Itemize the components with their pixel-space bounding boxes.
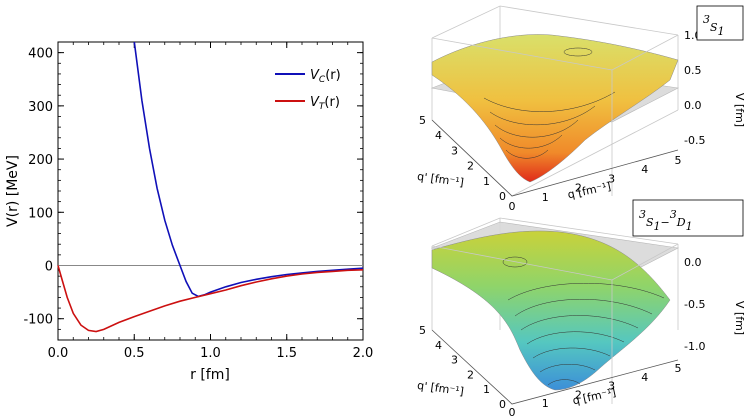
title-box	[632, 199, 744, 237]
tick-label: 0	[499, 190, 506, 203]
tick-label: 0	[509, 200, 516, 213]
tick-label: 3	[451, 354, 458, 367]
series-line-vt	[57, 265, 364, 333]
x-tick-label: 1.0	[200, 346, 221, 361]
x-tick-labels: 0.0 0.5 1.0 1.5 2.0	[48, 346, 374, 361]
tick-label: 1	[542, 191, 549, 204]
y-tick-label: 0	[45, 260, 53, 275]
legend-label-vc: VC(r)	[310, 68, 341, 85]
x-tick-label: 0.5	[124, 346, 145, 361]
tick-label: 2	[467, 160, 474, 173]
q-axis-label: q [fm⁻¹]	[566, 180, 612, 202]
plot-frame	[57, 41, 364, 341]
qprime-axis-label: q' [fm⁻¹]	[416, 379, 464, 398]
series-lines	[57, 41, 364, 333]
tick-label: 0.0	[684, 256, 702, 269]
tick-marks	[57, 41, 364, 341]
q-tick-labels: 0 1 2 3 4 5	[509, 362, 682, 417]
tick-label: 1	[542, 397, 549, 410]
tick-label: 0.5	[684, 64, 702, 77]
box-front-edges	[431, 243, 679, 404]
tick-label: 1	[483, 175, 490, 188]
legend-label-vt: VT(r)	[310, 95, 340, 112]
tick-label: 3	[451, 144, 458, 157]
tick-label: 4	[641, 371, 648, 384]
surface-3s1-contours	[483, 47, 616, 159]
potential-chart: 0.0 0.5 1.0 1.5 2.0 -100 0 100 200 300 400 r [fm]…	[5, 41, 374, 383]
y-tick-label: 400	[28, 47, 53, 62]
tick-label: 3	[608, 380, 615, 393]
tick-label: 5	[419, 114, 426, 127]
y-axis-label: V(r) [MeV]	[5, 155, 21, 227]
tick-label: -0.5	[684, 298, 705, 311]
panel-title: 3S1−3D1	[639, 208, 693, 233]
tick-label: 0	[499, 398, 506, 411]
z-axis-label: V [fm]	[733, 93, 746, 127]
tick-label: 5	[675, 362, 682, 375]
panel-title: 3S1	[703, 13, 725, 38]
y-tick-labels: -100 0 100 200 300 400	[23, 47, 53, 328]
y-tick-label: 100	[28, 206, 53, 221]
tick-label: 2	[575, 182, 582, 195]
surface-3s1-mesh	[431, 34, 679, 183]
legend: VC(r) VT(r)	[275, 68, 341, 112]
tick-label: 4	[641, 163, 648, 176]
tick-label: -1.0	[684, 340, 705, 353]
tick-label: 5	[675, 154, 682, 167]
y-tick-label: 200	[28, 153, 53, 168]
y-tick-label: -100	[23, 313, 53, 328]
tick-label: -0.5	[684, 134, 705, 147]
x-tick-label: 1.5	[276, 346, 297, 361]
series-line-vc	[133, 41, 364, 298]
z-tick-labels: 1.00.50.0-0.5	[684, 29, 705, 147]
y-tick-label: 300	[28, 100, 53, 115]
tick-label: 3	[608, 172, 615, 185]
tick-label: 4	[435, 339, 442, 352]
x-tick-label: 2.0	[353, 346, 374, 361]
box-bottom-edges	[431, 329, 679, 405]
z-tick-labels: 0.0 -0.5 -1.0	[684, 256, 705, 353]
tick-label: 5	[419, 324, 426, 337]
title-box	[696, 5, 744, 41]
x-tick-label: 0.0	[48, 346, 69, 361]
surface-3s1-3d1-mesh	[431, 230, 671, 391]
tick-label: 2	[467, 368, 474, 381]
qprime-axis-label: q' [fm⁻¹]	[416, 170, 464, 189]
tick-label: 1	[483, 383, 490, 396]
tick-label: 0	[509, 406, 516, 417]
z-axis-label: V [fm]	[733, 301, 746, 335]
tick-label: 4	[435, 129, 442, 142]
x-axis-label: r [fm]	[190, 367, 230, 383]
tick-label: 0.0	[684, 99, 702, 112]
q-tick-labels: 0 1 2 3 4 5	[509, 154, 682, 213]
tick-label: 2	[575, 388, 582, 401]
box-bottom-edges	[431, 119, 679, 197]
